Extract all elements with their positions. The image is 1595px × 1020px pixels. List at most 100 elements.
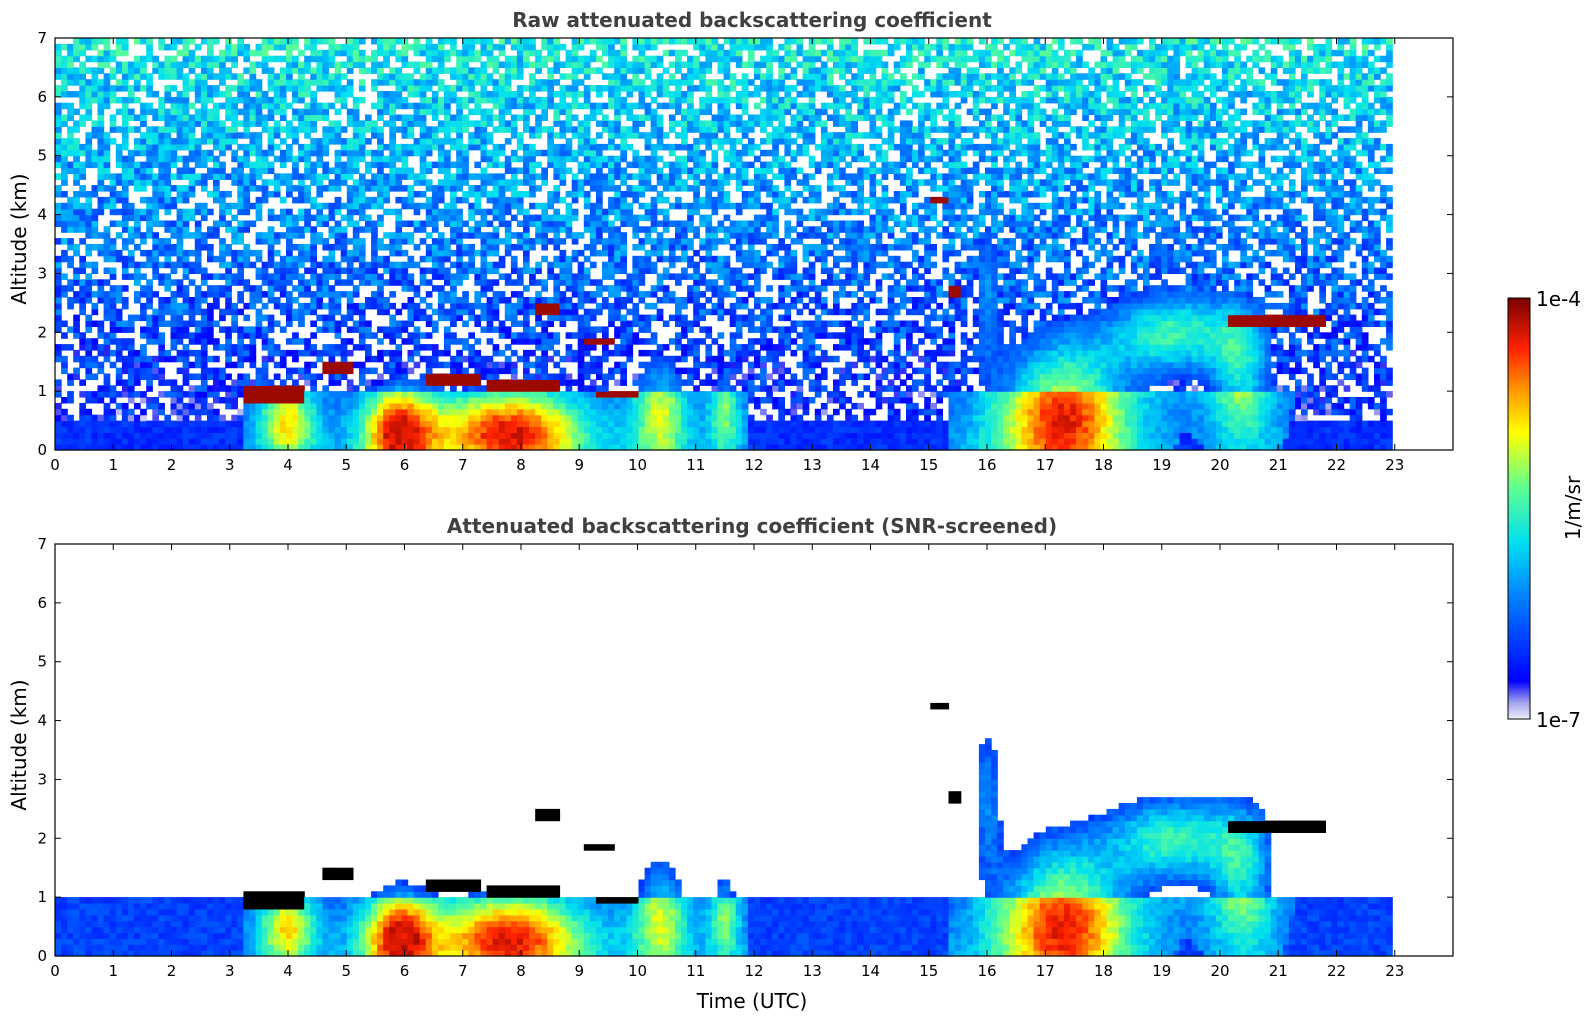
heatmap-cell [529,38,536,45]
heatmap-cell [328,249,336,257]
heatmap-cell [55,108,62,116]
heatmap-cell [602,161,609,169]
heatmap-cell [146,202,153,210]
heatmap-cell [140,114,147,121]
heatmap-cell [638,320,646,327]
heatmap-cell [498,114,506,121]
heatmap-cell [620,61,627,68]
heatmap-cell [492,96,500,104]
heatmap-cell [383,232,390,239]
heatmap-cell [608,314,615,322]
heatmap-cell [188,308,196,316]
heatmap-cell [273,302,281,310]
heatmap-cell [103,426,111,433]
heatmap-cell [146,261,153,269]
heatmap-cell [164,161,172,169]
heatmap-cell [365,185,372,192]
heatmap-cell [523,55,530,63]
heatmap-cell [444,149,451,157]
heatmap-cell [255,173,263,180]
heatmap-cell [383,179,390,186]
heatmap-cell [541,326,548,333]
heatmap-cell [255,438,263,445]
heatmap-cell [456,379,463,386]
heatmap-cell [182,320,190,327]
heatmap-cell [328,43,336,51]
heatmap-cell [541,232,548,239]
heatmap-cell [267,402,275,410]
heatmap-cell [249,96,257,104]
heatmap-cell [85,38,93,45]
heatmap-cell [279,55,287,63]
heatmap-cell [140,361,147,369]
heatmap-cell [395,126,403,133]
heatmap-cell [535,379,542,386]
heatmap-cell [596,55,603,63]
heatmap-cell [456,67,463,74]
heatmap-cell [225,261,232,269]
heatmap-cell [614,291,621,298]
heatmap-cell [231,61,238,68]
heatmap-cell [444,414,451,422]
heatmap-cell [389,238,396,245]
heatmap-cell [255,385,263,392]
heatmap-cell [249,338,257,345]
heatmap-cell [286,291,293,298]
heatmap-cell [620,255,627,263]
heatmap-cell [377,379,384,386]
heatmap-cell [419,238,427,245]
heatmap-cell [225,391,232,398]
heatmap-cell [346,149,354,157]
heatmap-cell [596,149,603,157]
heatmap-cell [249,361,257,369]
heatmap-cell [504,244,512,251]
heatmap-cell [115,161,123,169]
heatmap-cell [158,61,165,68]
heatmap-cell [358,391,366,398]
heatmap-cell [109,91,117,98]
heatmap-cell [231,249,238,257]
heatmap-cell [632,85,640,92]
heatmap-cell [85,191,93,198]
heatmap-cell [231,126,238,133]
heatmap-cell [577,185,585,192]
heatmap-cell [589,408,597,416]
heatmap-cell [602,338,609,345]
heatmap-cell [61,202,68,210]
heatmap-cell [419,420,427,428]
heatmap-cell [358,338,366,345]
heatmap-cell [249,297,257,304]
heatmap-cell [115,373,123,380]
heatmap-cell [516,402,524,410]
heatmap-cell [243,279,251,286]
heatmap-cell [596,102,603,110]
heatmap-cell [152,332,159,339]
heatmap-cell [255,143,263,151]
heatmap-cell [541,344,548,351]
heatmap-cell [91,420,99,428]
heatmap-cell [134,220,141,227]
heatmap-cell [134,438,141,445]
heatmap-cell [431,202,439,210]
heatmap-cell [213,191,220,198]
heatmap-cell [614,238,621,245]
heatmap-cell [170,308,178,316]
heatmap-cell [91,397,99,404]
heatmap-cell [444,344,451,351]
heatmap-cell [638,279,646,286]
heatmap-cell [115,355,123,363]
heatmap-cell [188,208,196,216]
heatmap-cell [425,408,433,416]
heatmap-cell [577,79,585,86]
heatmap-cell [134,85,141,92]
heatmap-cell [516,338,524,345]
heatmap-cell [170,332,178,339]
heatmap-cell [638,161,646,169]
heatmap-cell [188,185,196,192]
heatmap-cell [67,208,74,216]
heatmap-cell [462,196,469,204]
heatmap-cell [261,43,269,51]
heatmap-cell [176,143,184,151]
heatmap-cell [286,155,293,163]
heatmap-cell [419,397,427,404]
